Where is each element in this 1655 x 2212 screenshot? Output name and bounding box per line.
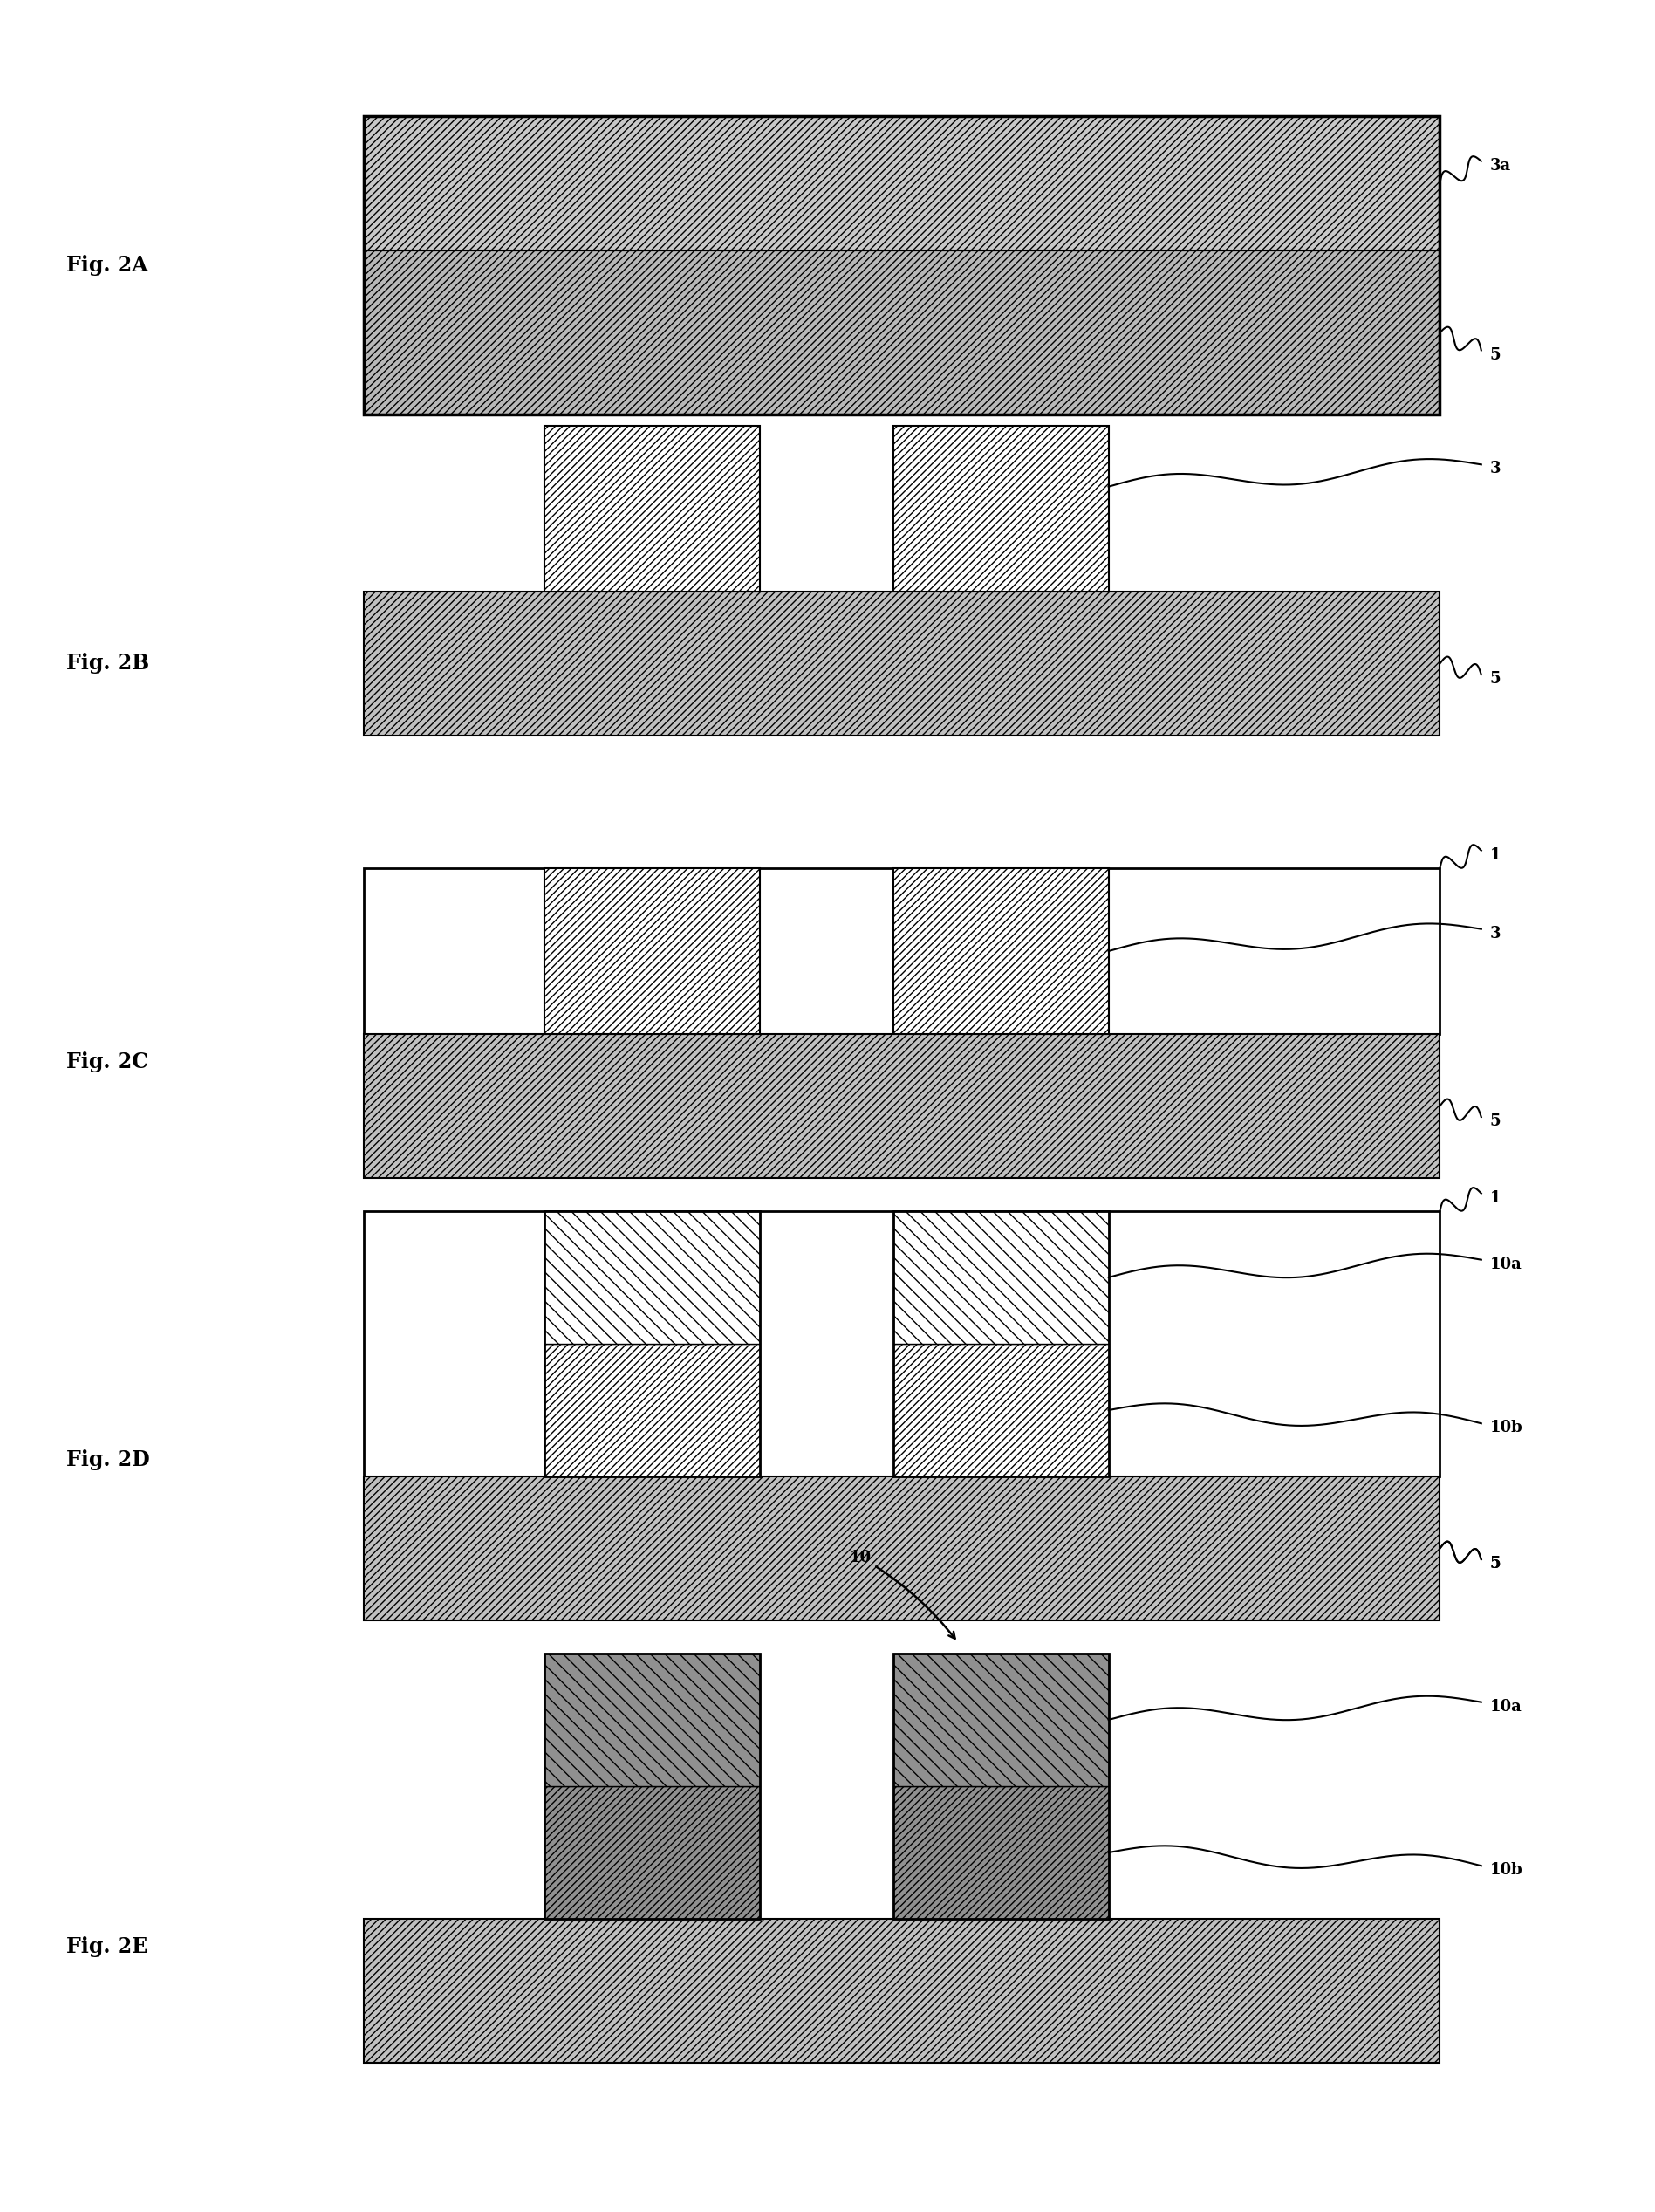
Bar: [894, 869, 1109, 1035]
Bar: [894, 1655, 1109, 1920]
Bar: [364, 593, 1440, 734]
Text: Fig. 2B: Fig. 2B: [66, 653, 149, 675]
Bar: [544, 1655, 760, 1787]
Text: Fig. 2D: Fig. 2D: [66, 1449, 149, 1471]
Text: Fig. 2E: Fig. 2E: [66, 1936, 147, 1958]
Bar: [894, 1655, 1109, 1787]
Bar: [544, 1212, 760, 1478]
Bar: [894, 1787, 1109, 1920]
Bar: [364, 117, 1440, 416]
Bar: [364, 1212, 1440, 1478]
Bar: [894, 1343, 1109, 1478]
Text: 10b: 10b: [1490, 1863, 1523, 1878]
Text: 10a: 10a: [1490, 1699, 1521, 1714]
Bar: [364, 117, 1440, 250]
Bar: [544, 1787, 760, 1920]
Text: 5: 5: [1490, 670, 1501, 688]
Text: 3a: 3a: [1490, 157, 1511, 173]
Bar: [544, 1655, 760, 1920]
Bar: [894, 1212, 1109, 1478]
Text: Fig. 2C: Fig. 2C: [66, 1051, 149, 1073]
Bar: [894, 427, 1109, 593]
Bar: [544, 1343, 760, 1478]
Text: 5: 5: [1490, 1555, 1501, 1573]
Text: 3: 3: [1490, 925, 1501, 942]
Text: 5: 5: [1490, 1113, 1501, 1130]
Text: 1: 1: [1490, 1190, 1501, 1206]
Text: 5: 5: [1490, 347, 1501, 363]
Bar: [364, 1918, 1440, 2062]
Text: 10b: 10b: [1490, 1420, 1523, 1436]
Bar: [364, 1035, 1440, 1177]
Bar: [364, 250, 1440, 416]
Text: Fig. 2A: Fig. 2A: [66, 254, 147, 276]
Text: 1: 1: [1490, 847, 1501, 863]
Bar: [544, 869, 760, 1035]
Bar: [364, 1478, 1440, 1619]
Text: 10a: 10a: [1490, 1256, 1521, 1272]
Bar: [544, 1212, 760, 1343]
Bar: [894, 1212, 1109, 1343]
Text: 10: 10: [849, 1548, 955, 1639]
Bar: [364, 869, 1440, 1035]
Text: 5: 5: [1490, 1555, 1501, 1573]
Bar: [544, 427, 760, 593]
Text: 3: 3: [1490, 460, 1501, 478]
